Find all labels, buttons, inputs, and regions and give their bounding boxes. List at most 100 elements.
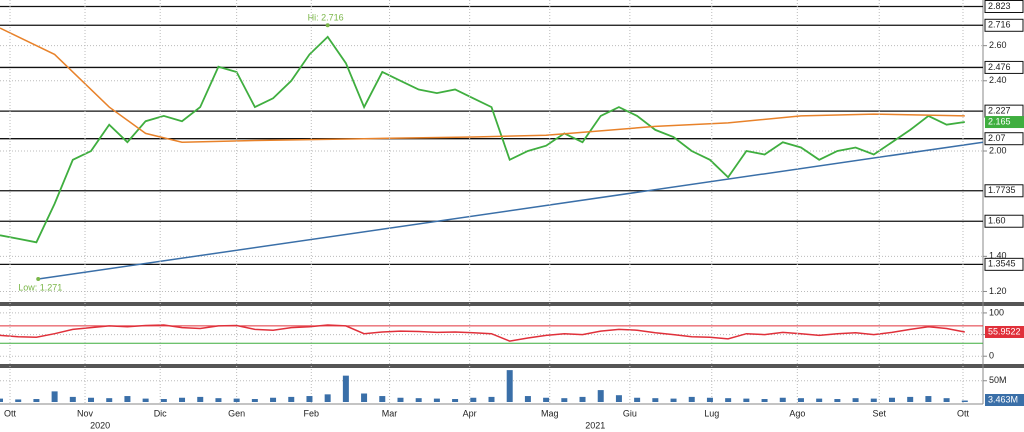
volume-bar xyxy=(33,399,40,402)
panel-separator xyxy=(0,364,1024,368)
volume-bar xyxy=(270,397,277,402)
last-value-label: 55.9522 xyxy=(988,326,1021,336)
y-tick-label: 2.40 xyxy=(989,75,1007,85)
volume-bar xyxy=(579,396,586,402)
year-label: 2020 xyxy=(90,420,110,430)
y-tick-label: 1.20 xyxy=(989,286,1007,296)
x-tick-label: Mag xyxy=(541,408,559,418)
level-label: 1.3545 xyxy=(988,259,1016,269)
level-box xyxy=(984,184,1024,198)
volume-bar xyxy=(615,395,622,402)
x-tick-label: Giu xyxy=(623,408,637,418)
volume-bar xyxy=(361,393,368,402)
annotation: Low: 1.271 xyxy=(18,282,62,292)
volume-bar xyxy=(743,398,750,402)
level-label: 2.227 xyxy=(988,106,1011,116)
volume-bar xyxy=(288,396,295,402)
level-box xyxy=(984,257,1024,271)
x-tick-label: Apr xyxy=(463,408,477,418)
y-tick-label: 0 xyxy=(989,351,994,361)
level-box xyxy=(984,60,1024,74)
volume-bar xyxy=(51,391,58,402)
last-value-box xyxy=(985,394,1024,406)
volume-bar xyxy=(415,398,422,402)
volume-bar xyxy=(524,396,531,402)
volume-bar xyxy=(725,398,732,402)
volume-bar xyxy=(324,394,331,402)
volume-bar xyxy=(652,398,659,402)
volume-bar xyxy=(106,398,113,402)
volume-bar xyxy=(0,398,3,402)
annotation-marker xyxy=(325,23,330,28)
x-tick-label: Lug xyxy=(704,408,719,418)
volume-bar xyxy=(706,397,713,402)
last-value-box xyxy=(985,116,1024,129)
x-tick-label: Nov xyxy=(77,408,94,418)
volume-bar xyxy=(797,398,804,402)
series-line xyxy=(38,141,984,280)
x-tick-label: Feb xyxy=(304,408,320,418)
volume-bar xyxy=(870,398,877,402)
volume-bar xyxy=(688,396,695,402)
volume-bar xyxy=(761,399,768,402)
y-tick-label: 2.00 xyxy=(989,145,1007,155)
last-value-label: 3.463M xyxy=(988,394,1018,404)
x-tick-label: Ott xyxy=(4,408,17,418)
volume-bar xyxy=(215,398,222,402)
volume-bar xyxy=(306,396,313,402)
volume-bar xyxy=(379,396,386,402)
level-label: 2.716 xyxy=(988,20,1011,30)
volume-bar xyxy=(251,399,258,402)
volume-bar xyxy=(433,398,440,402)
volume-bar xyxy=(543,397,550,402)
x-tick-label: Set xyxy=(872,408,886,418)
volume-bar xyxy=(852,398,859,402)
volume-bar xyxy=(943,398,950,402)
level-box xyxy=(984,132,1024,146)
volume-bar xyxy=(15,399,22,402)
volume-bar xyxy=(233,398,240,402)
series-line xyxy=(0,27,965,143)
y-tick-label: 50M xyxy=(989,375,1007,385)
level-box xyxy=(984,0,1024,13)
volume-bar xyxy=(888,397,895,402)
level-label: 2.07 xyxy=(988,133,1006,143)
volume-bar xyxy=(342,375,349,402)
volume-bar xyxy=(397,397,404,402)
level-label: 1.7735 xyxy=(988,185,1016,195)
volume-bar xyxy=(597,390,604,402)
x-tick-label: Dic xyxy=(154,408,167,418)
y-tick-label: 2.60 xyxy=(989,40,1007,50)
volume-bar xyxy=(470,397,477,402)
level-box xyxy=(984,18,1024,32)
volume-bar xyxy=(834,399,841,402)
last-value-box xyxy=(985,325,1024,338)
series-line xyxy=(0,324,965,342)
volume-bar xyxy=(506,370,513,402)
y-tick-label: 1.40 xyxy=(989,251,1007,261)
level-label: 2.823 xyxy=(988,1,1011,11)
volume-bar xyxy=(88,397,95,402)
volume-bar xyxy=(779,397,786,402)
volume-bar xyxy=(488,396,495,402)
panel-separator xyxy=(0,302,1024,306)
year-label: 2021 xyxy=(585,420,605,430)
y-tick-label: 100 xyxy=(989,307,1004,317)
volume-bar xyxy=(561,398,568,402)
annotation-marker xyxy=(36,276,41,281)
volume-bar xyxy=(124,396,131,402)
x-tick-label: Ago xyxy=(789,408,805,418)
volume-bar xyxy=(670,398,677,402)
volume-bar xyxy=(197,396,204,402)
volume-bar xyxy=(452,399,459,402)
volume-bar xyxy=(816,398,823,402)
level-label: 1.60 xyxy=(988,216,1006,226)
volume-bar xyxy=(160,399,167,402)
volume-bar xyxy=(907,396,914,402)
x-tick-label: Mar xyxy=(382,408,398,418)
volume-bar xyxy=(961,400,968,402)
x-tick-label: Ott xyxy=(957,408,970,418)
volume-bar xyxy=(142,398,149,402)
